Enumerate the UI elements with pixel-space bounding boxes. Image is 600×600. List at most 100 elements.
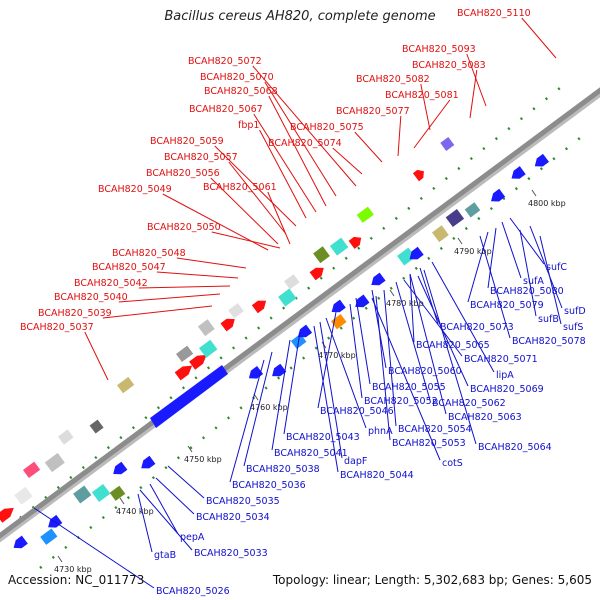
- forward-gene-label[interactable]: BCAH820_5083: [412, 60, 486, 71]
- reverse-gene-label[interactable]: gtaB: [154, 550, 176, 561]
- forward-gene-label[interactable]: BCAH820_5070: [200, 72, 274, 83]
- reverse-gene-label[interactable]: BCAH820_5055: [372, 382, 446, 393]
- forward-gene-label[interactable]: BCAH820_5075: [290, 122, 364, 133]
- forward-gene-label[interactable]: BCAH820_5042: [74, 278, 148, 289]
- forward-gene-label[interactable]: fbp1: [238, 120, 259, 131]
- forward-gene-label[interactable]: BCAH820_5068: [204, 86, 278, 97]
- reverse-gene-label[interactable]: BCAH820_5034: [196, 512, 270, 523]
- forward-gene[interactable]: [228, 303, 244, 319]
- forward-gene[interactable]: [251, 300, 267, 314]
- forward-gene[interactable]: [356, 206, 374, 223]
- reverse-gene-label[interactable]: BCAH820_5026: [156, 586, 230, 597]
- reverse-gene-label[interactable]: BCAH820_5060: [388, 366, 462, 377]
- reverse-gene[interactable]: [534, 153, 549, 167]
- reverse-gene-label[interactable]: cotS: [442, 458, 463, 469]
- forward-gene-label[interactable]: BCAH820_5057: [164, 152, 238, 163]
- forward-gene-label[interactable]: BCAH820_5048: [112, 248, 186, 259]
- reverse-gene-label[interactable]: sufD: [564, 306, 586, 317]
- forward-gene-label[interactable]: BCAH820_5061: [203, 182, 277, 193]
- reverse-gene-label[interactable]: BCAH820_5041: [274, 448, 348, 459]
- reverse-gene-label[interactable]: BCAH820_5063: [448, 412, 522, 423]
- reverse-gene-label[interactable]: BCAH820_5071: [464, 354, 538, 365]
- forward-gene-label[interactable]: BCAH820_5039: [38, 308, 112, 319]
- reverse-gene[interactable]: [113, 461, 128, 475]
- reverse-gene[interactable]: [355, 294, 370, 308]
- forward-gene[interactable]: [199, 339, 218, 358]
- forward-gene-label[interactable]: BCAH820_5072: [188, 56, 262, 67]
- forward-gene[interactable]: [58, 429, 74, 445]
- reverse-gene-label[interactable]: BCAH820_5065: [416, 340, 490, 351]
- reverse-gene-label[interactable]: BCAH820_5044: [340, 470, 414, 481]
- forward-gene-label[interactable]: BCAH820_5050: [147, 222, 221, 233]
- reverse-gene-label[interactable]: BCAH820_5053: [392, 438, 466, 449]
- gene-block-large[interactable]: [150, 365, 228, 428]
- reverse-gene-label[interactable]: BCAH820_5064: [478, 442, 552, 453]
- forward-gene-label[interactable]: BCAH820_5082: [356, 74, 430, 85]
- forward-gene[interactable]: [89, 419, 104, 434]
- reverse-gene-label[interactable]: sufS: [563, 322, 583, 333]
- reverse-gene-label[interactable]: BCAH820_5043: [286, 432, 360, 443]
- forward-gene[interactable]: [329, 237, 349, 256]
- reverse-gene-label[interactable]: BCAH820_5079: [470, 300, 544, 311]
- forward-gene[interactable]: [309, 267, 324, 281]
- forward-gene[interactable]: [197, 319, 215, 337]
- forward-gene[interactable]: [348, 236, 362, 249]
- reverse-gene[interactable]: [13, 535, 28, 549]
- forward-gene[interactable]: [278, 288, 297, 307]
- forward-gene-label[interactable]: BCAH820_5037: [20, 322, 94, 333]
- reverse-gene[interactable]: [40, 528, 58, 545]
- forward-gene[interactable]: [412, 169, 424, 182]
- forward-gene[interactable]: [220, 318, 235, 332]
- reverse-gene[interactable]: [371, 272, 386, 286]
- reverse-gene-label[interactable]: BCAH820_5038: [246, 464, 320, 475]
- reverse-gene[interactable]: [432, 225, 449, 243]
- forward-gene-label[interactable]: BCAH820_5093: [402, 44, 476, 55]
- reverse-gene-label[interactable]: BCAH820_5073: [440, 322, 514, 333]
- reverse-gene-label[interactable]: BCAH820_5036: [232, 480, 306, 491]
- forward-gene[interactable]: [174, 365, 193, 381]
- reverse-gene[interactable]: [331, 314, 347, 330]
- forward-gene[interactable]: [440, 137, 455, 151]
- reverse-gene[interactable]: [91, 484, 111, 502]
- reverse-gene[interactable]: [491, 188, 506, 202]
- reverse-gene[interactable]: [331, 299, 346, 313]
- reverse-gene-label[interactable]: sufB: [538, 314, 559, 325]
- reverse-gene-label[interactable]: BCAH820_5035: [206, 496, 280, 507]
- reverse-gene-label[interactable]: BCAH820_5062: [432, 398, 506, 409]
- forward-gene[interactable]: [14, 486, 33, 505]
- reverse-gene[interactable]: [109, 485, 126, 501]
- forward-gene-label[interactable]: BCAH820_5110: [457, 8, 531, 19]
- reverse-gene-label[interactable]: BCAH820_5054: [398, 424, 472, 435]
- reverse-gene[interactable]: [141, 455, 156, 469]
- forward-gene-label[interactable]: BCAH820_5049: [98, 184, 172, 195]
- forward-gene-label[interactable]: BCAH820_5056: [146, 168, 220, 179]
- forward-gene[interactable]: [44, 452, 65, 473]
- reverse-gene-label[interactable]: sufC: [546, 262, 567, 273]
- reverse-gene-label[interactable]: BCAH820_5078: [512, 336, 586, 347]
- forward-gene-label[interactable]: BCAH820_5047: [92, 262, 166, 273]
- reverse-gene-label[interactable]: lipA: [496, 370, 514, 381]
- reverse-gene-label[interactable]: BCAH820_5033: [194, 548, 268, 559]
- forward-gene-label[interactable]: BCAH820_5067: [189, 104, 263, 115]
- reverse-gene-label[interactable]: BCAH820_5052: [364, 396, 438, 407]
- reverse-gene[interactable]: [73, 485, 92, 504]
- reverse-gene-label[interactable]: phnA: [368, 426, 393, 437]
- reverse-gene[interactable]: [272, 363, 287, 377]
- reverse-gene-label[interactable]: BCAH820_5046: [320, 406, 394, 417]
- reverse-gene-label[interactable]: BCAH820_5069: [470, 384, 544, 395]
- forward-gene[interactable]: [23, 461, 41, 478]
- reverse-gene[interactable]: [445, 209, 465, 227]
- forward-gene[interactable]: [313, 246, 330, 264]
- forward-gene[interactable]: [284, 274, 300, 290]
- reverse-gene[interactable]: [511, 166, 526, 179]
- reverse-gene-label[interactable]: BCAH820_5080: [490, 286, 564, 297]
- forward-gene-label[interactable]: BCAH820_5059: [150, 136, 224, 147]
- forward-gene-label[interactable]: BCAH820_5077: [336, 106, 410, 117]
- forward-gene[interactable]: [189, 354, 207, 370]
- forward-gene[interactable]: [176, 345, 194, 362]
- reverse-gene[interactable]: [397, 247, 416, 266]
- forward-gene-label[interactable]: BCAH820_5040: [54, 292, 128, 303]
- reverse-gene[interactable]: [297, 324, 313, 338]
- reverse-gene-label[interactable]: pepA: [180, 532, 205, 543]
